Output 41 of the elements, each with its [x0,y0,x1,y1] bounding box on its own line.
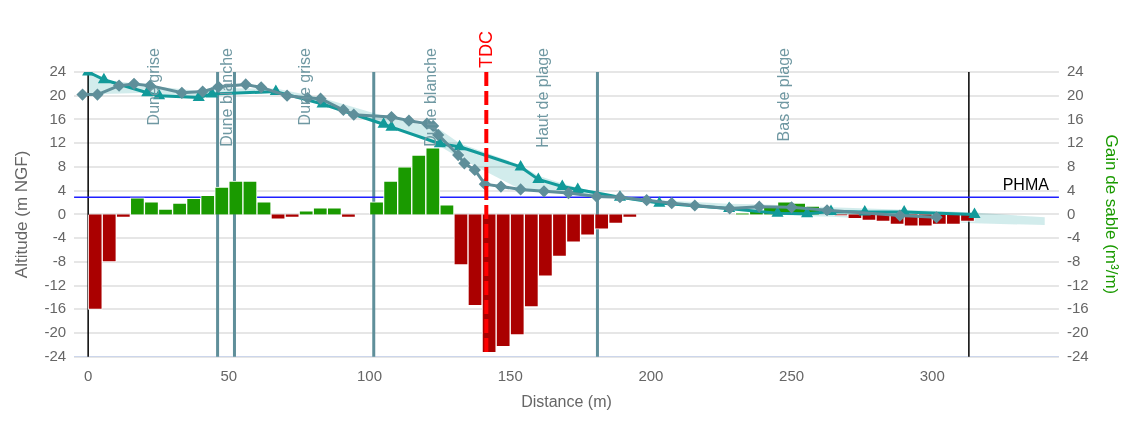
annotation: Bas de plage [775,47,793,142]
y2-tick-label: 12 [1066,133,1084,151]
y-axis-title: Altitude (m NGF) [11,150,31,279]
y-tick-label: 20 [49,85,67,103]
y2-tick-label: -20 [1066,323,1089,341]
y-tick-label: -16 [44,299,67,317]
y-tick-label: -20 [44,323,67,341]
x-tick-label: 0 [83,366,93,384]
y-tick-label: 12 [49,133,67,151]
y-tick-label: -8 [52,252,67,270]
y-tick-label: 4 [57,180,67,198]
y-tick-label: -12 [44,275,67,293]
y-tick-label: 0 [57,204,67,222]
x-tick-label: 300 [919,366,945,384]
x-tick-label: 100 [357,366,383,384]
x-tick-label: 250 [779,366,805,384]
y2-tick-label: -8 [1066,252,1081,270]
x-tick-label: 200 [638,366,664,384]
y2-tick-label: 0 [1066,204,1076,222]
annotation: Haut de plage [533,47,551,148]
y2-tick-label: 4 [1066,180,1076,198]
ref-line-label: TDC [476,31,497,68]
y2-axis-title: Gain de sable (m³/m) [1102,134,1122,295]
y-tick-label: 8 [57,157,67,175]
y-tick-label: -4 [52,228,67,246]
x-axis-title: Distance (m) [521,392,612,410]
x-tick-label: 150 [497,366,523,384]
y2-tick-label: -16 [1066,299,1089,317]
y2-tick-label: 20 [1066,85,1084,103]
y-tick-label: 24 [49,62,67,80]
y2-tick-label: -12 [1066,275,1089,293]
x-tick-label: 50 [220,366,238,384]
y-tick-label: -24 [44,346,67,364]
ref-line-label: PHMA [1002,175,1050,193]
annotation: Dune grise [144,47,162,126]
y2-tick-label: 24 [1066,62,1084,80]
y-tick-label: 16 [49,109,67,127]
y2-tick-label: -4 [1066,228,1081,246]
y2-tick-label: 16 [1066,109,1084,127]
y2-tick-label: 8 [1066,157,1076,175]
y2-tick-label: -24 [1066,346,1089,364]
